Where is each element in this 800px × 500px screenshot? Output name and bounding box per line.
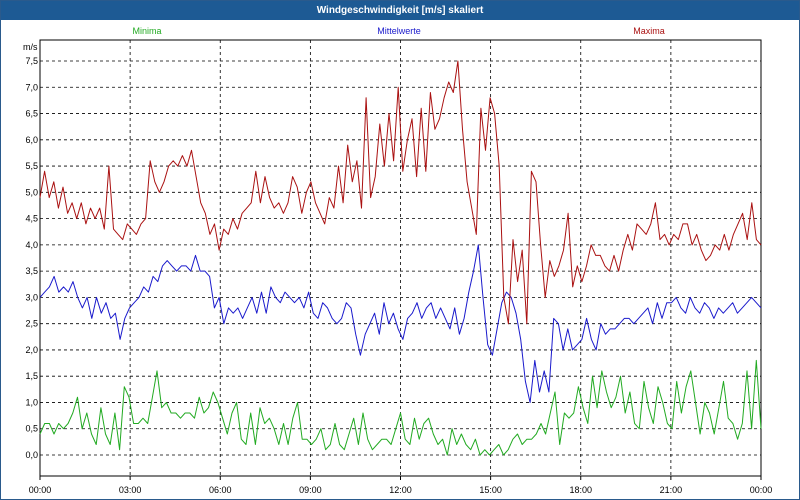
x-tick-time-label: 09:00 bbox=[299, 485, 322, 495]
x-tick-time-label: 18:00 bbox=[569, 485, 592, 495]
y-tick-label: 3,0 bbox=[25, 292, 38, 302]
legend: Minima Mittelwerte Maxima bbox=[132, 26, 664, 36]
y-tick-label: 4,5 bbox=[25, 214, 38, 224]
legend-entry-mittelwerte: Mittelwerte bbox=[377, 26, 421, 36]
y-tick-label: 7,5 bbox=[25, 56, 38, 66]
series-line-maxima bbox=[39, 60, 762, 325]
legend-entry-minima: Minima bbox=[132, 26, 161, 36]
x-tick-time-label: 21:00 bbox=[660, 485, 683, 495]
y-tick-label: 0,5 bbox=[25, 424, 38, 434]
y-tick-label: 1,0 bbox=[25, 397, 38, 407]
x-tick-time-label: 12:00 bbox=[389, 485, 412, 495]
y-tick-label: 5,5 bbox=[25, 161, 38, 171]
y-tick-label: 5,0 bbox=[25, 187, 38, 197]
x-tick-time-label: 00:00 bbox=[750, 485, 773, 495]
x-tick-time-label: 00:00 bbox=[29, 485, 52, 495]
x-axis-ticks: 00:0030.10.1703:0030.10.1706:0030.10.170… bbox=[29, 476, 773, 495]
y-axis-unit: m/s bbox=[23, 42, 38, 52]
series-line-mittelwerte bbox=[39, 244, 762, 403]
y-tick-label: 4,0 bbox=[25, 240, 38, 250]
y-tick-label: 3,5 bbox=[25, 266, 38, 276]
y-axis-ticks: 0,0 0,5 1,0 1,5 2,0 2,5 3,0 3,5 4,0 4,5 5,0 5,5 6,0 6… bbox=[25, 56, 38, 460]
x-tick-time-label: 03:00 bbox=[119, 485, 142, 495]
x-tick-time-label: 06:00 bbox=[209, 485, 232, 495]
y-tick-label: 2,0 bbox=[25, 345, 38, 355]
y-tick-label: 6,0 bbox=[25, 135, 38, 145]
y-tick-label: 0,0 bbox=[25, 450, 38, 460]
grid-lines bbox=[40, 40, 761, 476]
y-tick-label: 1,5 bbox=[25, 371, 38, 381]
window-title: Windgeschwindigkeit [m/s] skaliert bbox=[1, 1, 799, 20]
series-line-minima bbox=[39, 359, 762, 456]
y-tick-label: 7,0 bbox=[25, 82, 38, 92]
legend-entry-maxima: Maxima bbox=[633, 26, 665, 36]
series-lines bbox=[39, 60, 762, 456]
wind-speed-chart: 0,0 0,5 1,0 1,5 2,0 2,5 3,0 3,5 4,0 4,5 5,0 5,5 6,0 6… bbox=[23, 26, 773, 495]
y-tick-label: 2,5 bbox=[25, 319, 38, 329]
y-tick-label: 6,5 bbox=[25, 109, 38, 119]
x-tick-time-label: 15:00 bbox=[479, 485, 502, 495]
